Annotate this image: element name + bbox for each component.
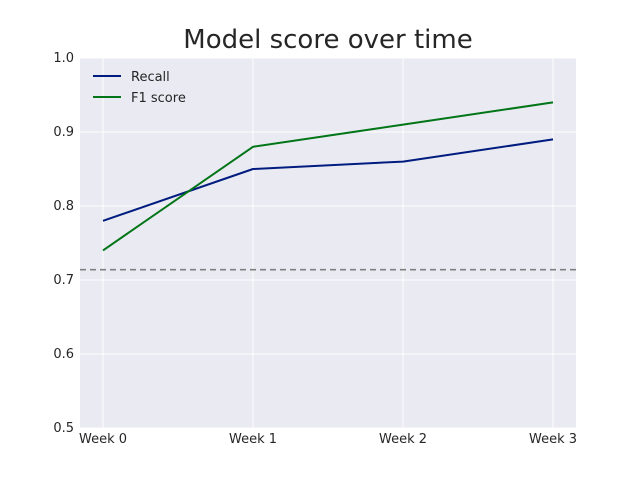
x-tick-label: Week 2	[379, 432, 427, 447]
series-group	[102, 101, 554, 252]
tick-labels: 0.5 0.6 0.7 0.8 0.9 1.0 Week 0 Week 1 Week 2 Week…	[53, 51, 577, 447]
legend-label: Recall	[131, 70, 170, 85]
y-tick-label: 0.5	[53, 421, 74, 436]
legend: Recall F1 score	[93, 70, 186, 106]
grid	[80, 57, 576, 429]
y-tick-label: 0.6	[53, 347, 74, 362]
y-tick-label: 0.9	[53, 125, 74, 140]
series-line-recall	[102, 138, 554, 222]
x-tick-label: Week 0	[79, 432, 127, 447]
series-line-f1-score	[102, 101, 554, 252]
y-tick-label: 1.0	[53, 51, 74, 66]
plot-background	[80, 58, 576, 428]
x-tick-label: Week 3	[529, 432, 577, 447]
chart-title: Model score over time	[183, 25, 472, 55]
x-tick-label: Week 1	[229, 432, 277, 447]
y-tick-label: 0.7	[53, 273, 74, 288]
y-tick-label: 0.8	[53, 199, 74, 214]
legend-label: F1 score	[131, 91, 186, 106]
